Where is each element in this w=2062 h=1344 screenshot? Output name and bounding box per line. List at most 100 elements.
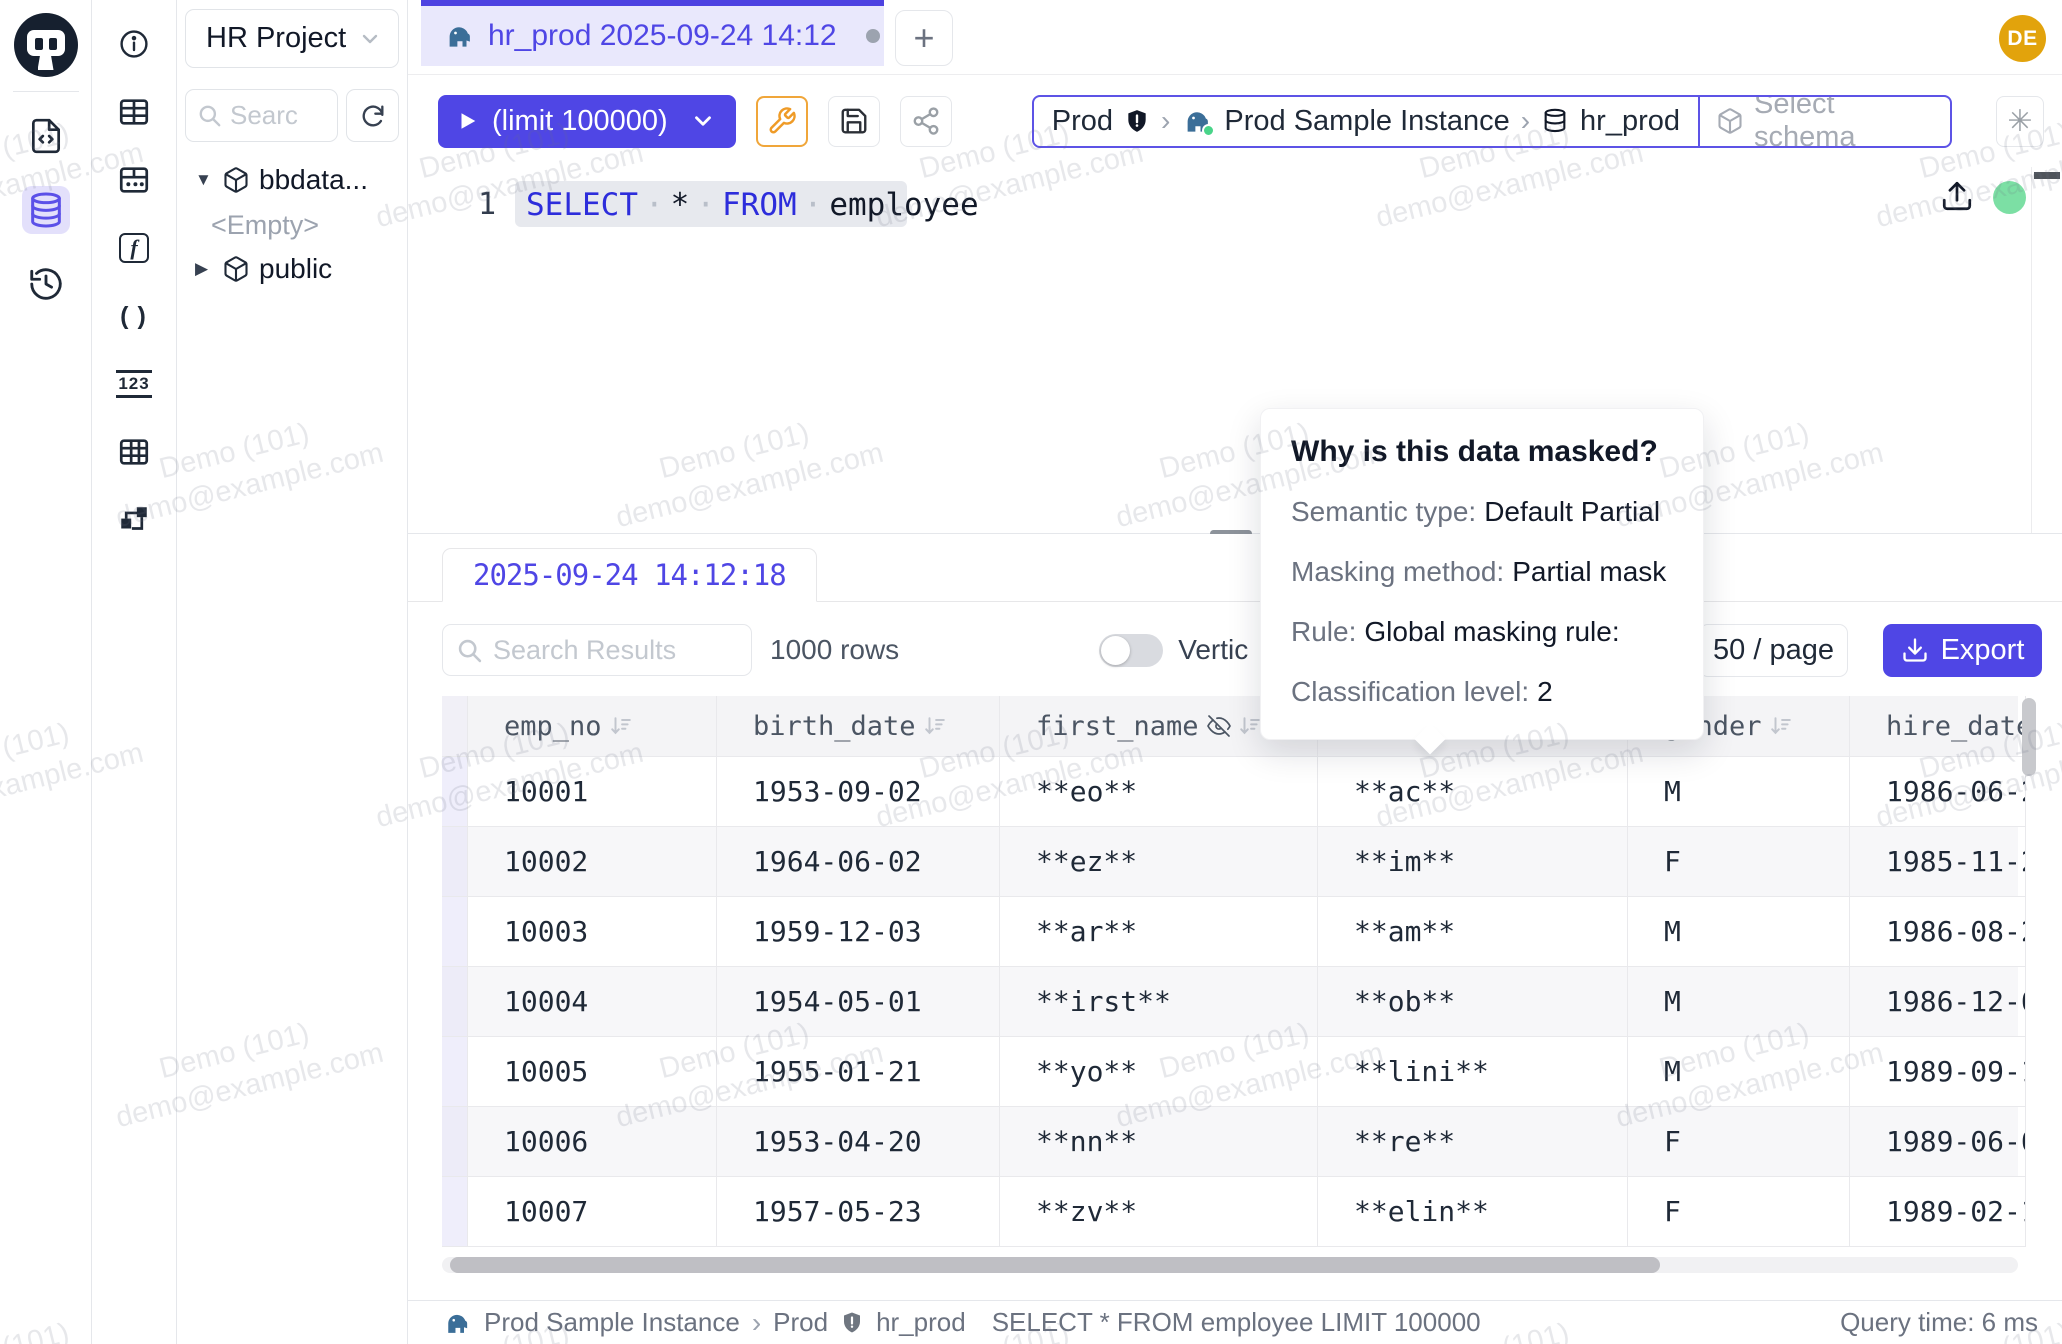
table-cell[interactable]: **nn** bbox=[1000, 1107, 1318, 1177]
new-tab-button[interactable]: + bbox=[895, 10, 953, 66]
tree-item-database[interactable]: ▼ bbdata... bbox=[185, 162, 399, 198]
table-row[interactable]: 10003 1959-12-03 **ar** **am** M 1986-08-2 bbox=[442, 897, 2026, 967]
sort-icon[interactable] bbox=[1770, 715, 1792, 737]
table-cell[interactable]: F bbox=[1628, 1107, 1850, 1177]
cube-icon bbox=[1716, 107, 1744, 135]
results-panel: 2025-09-24 14:12:18 1000 rows Vertic 50 … bbox=[408, 534, 2062, 1300]
database-nav-button[interactable] bbox=[21, 186, 70, 234]
table-row[interactable]: 10004 1954-05-01 **irst** **ob** M 1986-12-0 bbox=[442, 967, 2026, 1037]
connection-breadcrumb[interactable]: Prod › Prod Sample Instance › hr_prod bbox=[1031, 94, 1952, 148]
splitter-handle-icon[interactable] bbox=[1210, 530, 1252, 537]
table-cell[interactable]: **ac** bbox=[1318, 757, 1628, 827]
save-button[interactable] bbox=[827, 95, 880, 147]
table-cell[interactable]: **lini** bbox=[1318, 1037, 1628, 1107]
table-cell[interactable]: 1989-02-1 bbox=[1850, 1177, 2026, 1247]
worksheet-tab-active[interactable]: hr_prod 2025-09-24 14:12 bbox=[421, 0, 884, 66]
schema-search-input[interactable] bbox=[185, 89, 338, 142]
table-cell[interactable]: F bbox=[1628, 827, 1850, 897]
schema-diagram-button[interactable] bbox=[112, 498, 156, 542]
table-cell[interactable]: **yo** bbox=[1000, 1037, 1318, 1107]
views-button[interactable] bbox=[112, 430, 156, 474]
table-cell[interactable]: 1989-06-0 bbox=[1850, 1107, 2026, 1177]
sort-icon[interactable] bbox=[924, 715, 946, 737]
table-cell[interactable]: 1986-06-2 bbox=[1850, 757, 2026, 827]
tables-button[interactable] bbox=[112, 90, 156, 134]
procedures-button[interactable]: ( ) bbox=[112, 294, 156, 338]
table-row[interactable]: 10005 1955-01-21 **yo** **lini** M 1989-09-1 bbox=[442, 1037, 2026, 1107]
schema-select[interactable]: Select schema bbox=[1698, 96, 1950, 146]
worksheet-nav-button[interactable] bbox=[22, 112, 70, 160]
table-row[interactable]: 10001 1953-09-02 **eo** **ac** M 1986-06-2 bbox=[442, 757, 2026, 827]
functions-button[interactable]: f bbox=[112, 226, 156, 270]
table-cell[interactable]: F bbox=[1628, 1177, 1850, 1247]
table-cell[interactable]: **elin** bbox=[1318, 1177, 1628, 1247]
table-cell[interactable]: **eo** bbox=[1000, 757, 1318, 827]
table-cell[interactable]: 1964-06-02 bbox=[717, 827, 1000, 897]
ai-assistant-button[interactable]: ✳ bbox=[1996, 95, 2044, 147]
table-cell[interactable]: M bbox=[1628, 897, 1850, 967]
bytebase-logo[interactable] bbox=[13, 13, 78, 77]
page-size-select[interactable]: 50 / page bbox=[1699, 623, 1848, 677]
table-cell[interactable]: M bbox=[1628, 757, 1850, 827]
table-cell[interactable]: 10002 bbox=[468, 827, 717, 897]
table-row[interactable]: 10006 1953-04-20 **nn** **re** F 1989-06-0 bbox=[442, 1107, 2026, 1177]
table-cell[interactable]: 1955-01-21 bbox=[717, 1037, 1000, 1107]
sequences-button[interactable]: 123 bbox=[112, 362, 156, 406]
table-cell[interactable]: 1953-04-20 bbox=[717, 1107, 1000, 1177]
column-header-hire_date[interactable]: hire_date bbox=[1850, 696, 2026, 757]
results-search-input[interactable] bbox=[442, 624, 752, 676]
upload-icon[interactable] bbox=[1940, 179, 1974, 213]
column-header-first_name[interactable]: first_name bbox=[1000, 696, 1318, 757]
vertical-scrollbar[interactable] bbox=[2022, 698, 2036, 1250]
table-cell[interactable]: 1989-09-1 bbox=[1850, 1037, 2026, 1107]
sort-icon[interactable] bbox=[1239, 715, 1261, 737]
table-cell[interactable]: 1953-09-02 bbox=[717, 757, 1000, 827]
table-cell[interactable]: 10007 bbox=[468, 1177, 717, 1247]
table-cell[interactable]: **ez** bbox=[1000, 827, 1318, 897]
table-cell[interactable]: 1957-05-23 bbox=[717, 1177, 1000, 1247]
table-cell[interactable]: **ar** bbox=[1000, 897, 1318, 967]
ai-assistant-icon: ✳ bbox=[2007, 104, 2033, 138]
run-options-chevron-icon[interactable] bbox=[690, 108, 716, 134]
result-set-tab[interactable]: 2025-09-24 14:12:18 bbox=[442, 548, 817, 602]
project-selector[interactable]: HR Project bbox=[185, 9, 399, 68]
table-cell[interactable]: **ob** bbox=[1318, 967, 1628, 1037]
run-query-button[interactable]: (limit 100000) bbox=[438, 94, 736, 148]
export-button[interactable]: Export bbox=[1883, 623, 2042, 677]
refresh-button[interactable] bbox=[346, 89, 399, 142]
share-button[interactable] bbox=[899, 95, 952, 147]
external-tables-button[interactable] bbox=[112, 158, 156, 202]
table-cell[interactable]: 10005 bbox=[468, 1037, 717, 1107]
table-cell[interactable]: **im** bbox=[1318, 827, 1628, 897]
horizontal-scrollbar-thumb[interactable] bbox=[450, 1257, 1660, 1273]
table-cell[interactable]: **zv** bbox=[1000, 1177, 1318, 1247]
table-cell[interactable]: 10001 bbox=[468, 757, 717, 827]
table-cell[interactable]: M bbox=[1628, 1037, 1850, 1107]
table-cell[interactable]: **irst** bbox=[1000, 967, 1318, 1037]
table-row[interactable]: 10007 1957-05-23 **zv** **elin** F 1989-02-1 bbox=[442, 1177, 2026, 1247]
panel-splitter[interactable] bbox=[408, 530, 2062, 537]
table-cell[interactable]: 10003 bbox=[468, 897, 717, 967]
table-cell[interactable]: 1986-08-2 bbox=[1850, 897, 2026, 967]
user-avatar[interactable]: DE bbox=[1999, 15, 2046, 62]
table-cell[interactable]: **am** bbox=[1318, 897, 1628, 967]
format-sql-button[interactable] bbox=[755, 95, 808, 147]
table-cell[interactable]: 1985-11-2 bbox=[1850, 827, 2026, 897]
vertical-display-toggle[interactable] bbox=[1099, 633, 1164, 667]
history-nav-button[interactable] bbox=[22, 260, 70, 308]
tree-item-schema-public[interactable]: ▶ public bbox=[185, 251, 399, 287]
table-cell[interactable]: 1959-12-03 bbox=[717, 897, 1000, 967]
table-cell[interactable]: 1986-12-0 bbox=[1850, 967, 2026, 1037]
table-cell[interactable]: M bbox=[1628, 967, 1850, 1037]
table-cell[interactable]: **re** bbox=[1318, 1107, 1628, 1177]
info-button[interactable] bbox=[112, 22, 156, 66]
horizontal-scrollbar[interactable] bbox=[442, 1257, 2018, 1273]
column-header-emp_no[interactable]: emp_no bbox=[468, 696, 717, 757]
column-header-birth_date[interactable]: birth_date bbox=[717, 696, 1000, 757]
table-row[interactable]: 10002 1964-06-02 **ez** **im** F 1985-11-2 bbox=[442, 827, 2026, 897]
sort-icon[interactable] bbox=[610, 715, 632, 737]
table-cell[interactable]: 10006 bbox=[468, 1107, 717, 1177]
table-cell[interactable]: 10004 bbox=[468, 967, 717, 1037]
table-cell[interactable]: 1954-05-01 bbox=[717, 967, 1000, 1037]
